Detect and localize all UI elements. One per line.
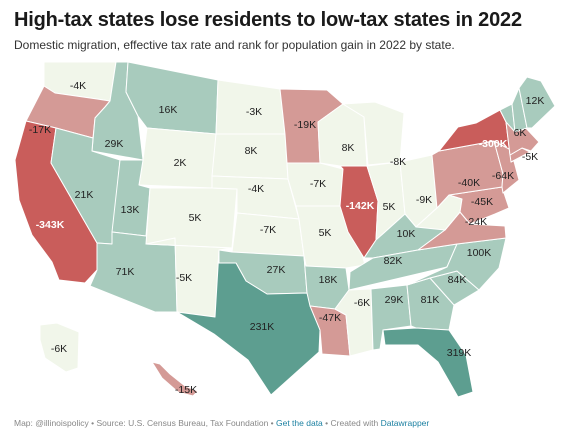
state-label-ok: 27K [267,264,286,276]
chart-subtitle: Domestic migration, effective tax rate a… [14,38,455,52]
state-label-sc: 84K [448,274,467,286]
footer-credits: Map: @illinoispolicy • Source: U.S. Cens… [14,418,429,428]
state-labels: -4K -17K -343K 21K 29K 16K 2K 13K 71K 5K -5K -3K 8K -… [29,80,544,396]
state-label-tx: 231K [250,321,275,333]
state-shapes [14,61,556,398]
state-label-mn: -19K [294,119,316,131]
state-label-mo: 5K [319,227,332,239]
state-label-ga: 81K [421,294,440,306]
state-label-oh: -9K [416,194,432,206]
footer-source: Map: @illinoispolicy • Source: U.S. Cens… [14,418,276,428]
state-label-ia: -7K [310,178,326,190]
state-label-me: 12K [526,95,545,107]
state-label-fl: 319K [447,347,472,359]
footer-separator: • Created with [322,418,381,428]
state-label-ca: -343K [36,219,65,231]
state-label-id: 29K [105,138,124,150]
state-label-ut: 13K [121,204,140,216]
state-co[interactable] [145,187,238,249]
state-label-nv: 21K [75,189,94,201]
state-ak[interactable] [39,322,80,373]
state-label-wy: 2K [174,157,187,169]
state-label-al: 29K [385,294,404,306]
state-label-ma: -5K [522,151,538,163]
state-label-nm: -5K [176,272,192,284]
state-me[interactable] [518,76,556,129]
state-label-sd: 8K [245,145,258,157]
state-label-mt: 16K [159,104,178,116]
state-mt[interactable] [125,61,219,135]
state-label-co: 5K [189,212,202,224]
state-label-nc: 100K [467,247,492,259]
state-label-md: -45K [471,196,493,208]
state-fl[interactable] [382,327,474,398]
state-label-ak: -6K [51,343,67,355]
state-label-hi: -15K [175,384,197,396]
state-label-mi: -8K [390,156,406,168]
state-label-la: -47K [319,312,341,324]
state-label-ky: 10K [397,228,416,240]
state-label-ny: -300K [479,138,508,150]
state-label-or: -17K [29,124,51,136]
state-label-va: -24K [465,216,487,228]
state-label-in: 5K [383,201,396,213]
get-the-data-link[interactable]: Get the data [276,418,323,428]
state-label-tn: 82K [384,255,403,267]
state-label-az: 71K [116,266,135,278]
chart-title: High-tax states lose residents to low-ta… [14,9,522,31]
state-label-nd: -3K [246,106,262,118]
state-label-nj: -64K [492,170,514,182]
datawrapper-link[interactable]: Datawrapper [380,418,430,428]
state-label-vt: 6K [514,127,527,139]
state-label-wi: 8K [342,142,355,154]
state-label-ne: -4K [248,183,264,195]
state-label-ar: 18K [319,274,338,286]
state-wy[interactable] [138,127,217,189]
state-label-pa: -40K [458,177,480,189]
state-label-ms: -6K [354,297,370,309]
state-label-il: -142K [346,200,375,212]
state-label-ks: -7K [260,224,276,236]
state-hi[interactable] [151,361,199,397]
state-label-wa: -4K [70,80,86,92]
